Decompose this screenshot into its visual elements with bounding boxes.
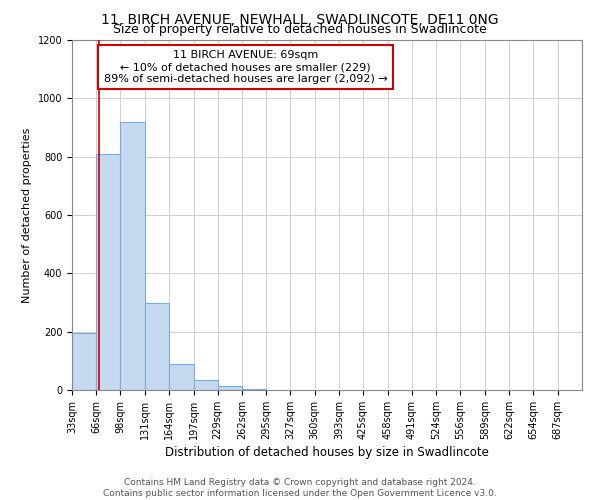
Bar xyxy=(218,386,242,390)
Bar xyxy=(242,388,266,390)
Bar xyxy=(120,122,145,390)
Y-axis label: Number of detached properties: Number of detached properties xyxy=(22,128,32,302)
X-axis label: Distribution of detached houses by size in Swadlincote: Distribution of detached houses by size … xyxy=(165,446,489,459)
Bar xyxy=(72,333,97,390)
Bar xyxy=(145,302,169,390)
Text: 11 BIRCH AVENUE: 69sqm
← 10% of detached houses are smaller (229)
89% of semi-de: 11 BIRCH AVENUE: 69sqm ← 10% of detached… xyxy=(104,50,387,84)
Bar xyxy=(194,380,218,390)
Bar xyxy=(97,154,120,390)
Text: 11, BIRCH AVENUE, NEWHALL, SWADLINCOTE, DE11 0NG: 11, BIRCH AVENUE, NEWHALL, SWADLINCOTE, … xyxy=(101,12,499,26)
Bar xyxy=(169,364,194,390)
Text: Contains HM Land Registry data © Crown copyright and database right 2024.
Contai: Contains HM Land Registry data © Crown c… xyxy=(103,478,497,498)
Text: Size of property relative to detached houses in Swadlincote: Size of property relative to detached ho… xyxy=(113,22,487,36)
